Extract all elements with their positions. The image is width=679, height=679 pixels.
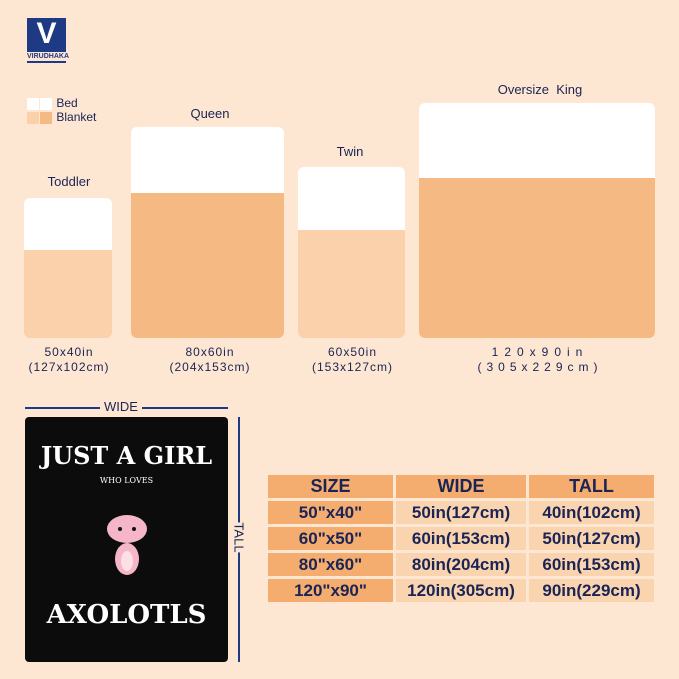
table-header: SIZE WIDE TALL (268, 475, 654, 498)
size-cm-king: (305x229cm) (477, 360, 603, 374)
header-tall: TALL (529, 475, 654, 498)
header-size: SIZE (268, 475, 393, 498)
cell-wide: 60in(153cm) (396, 527, 526, 550)
bed-queen (131, 127, 284, 338)
blanket (24, 250, 112, 338)
size-in-toddler: 50x40in (44, 345, 94, 359)
size-in-king: 120x90in (491, 345, 589, 359)
cell-tall: 90in(229cm) (529, 579, 654, 602)
blanket-preview: JUST A GIRL WHO LOVES AXOLOTLS (25, 417, 228, 662)
table-row: 60"x50" 60in(153cm) 50in(127cm) (268, 527, 654, 550)
cell-wide: 120in(305cm) (396, 579, 526, 602)
header-wide: WIDE (396, 475, 526, 498)
size-cm-toddler: (127x102cm) (28, 360, 110, 374)
bed-king (419, 103, 655, 338)
cell-tall: 40in(102cm) (529, 501, 654, 524)
table-row: 80"x60" 80in(204cm) 60in(153cm) (268, 553, 654, 576)
brand-name: VIRUDHAKA (27, 52, 69, 61)
cell-size: 120"x90" (268, 579, 393, 602)
blanket (298, 230, 405, 338)
table-row: 120"x90" 120in(305cm) 90in(229cm) (268, 579, 654, 602)
cell-size: 80"x60" (268, 553, 393, 576)
cell-size: 50"x40" (268, 501, 393, 524)
legend-bed: Bed (56, 96, 78, 110)
preview-line1: JUST A GIRL (40, 441, 213, 470)
logo-letter: V (36, 17, 57, 50)
cell-wide: 80in(204cm) (396, 553, 526, 576)
size-cm-queen: (204x153cm) (169, 360, 251, 374)
legend-blanket: Blanket (56, 110, 97, 124)
bed-swatch (40, 97, 52, 110)
cell-tall: 50in(127cm) (529, 527, 654, 550)
cell-wide: 50in(127cm) (396, 501, 526, 524)
bed-twin (298, 167, 405, 338)
bed-label-twin: Twin (336, 144, 364, 159)
size-in-queen: 80x60in (185, 345, 235, 359)
blanket-swatch (27, 111, 39, 124)
bed-toddler (24, 198, 112, 338)
wide-label: WIDE (100, 399, 142, 414)
bed-label-king: Oversize King (497, 82, 583, 97)
size-in-twin: 60x50in (327, 345, 378, 359)
blanket (131, 193, 284, 338)
cell-tall: 60in(153cm) (529, 553, 654, 576)
preview-line2: WHO LOVES (99, 476, 154, 485)
axolotl-illustration (107, 515, 147, 575)
preview-line3: AXOLOTLS (46, 600, 207, 630)
table-row: 50"x40" 50in(127cm) 40in(102cm) (268, 501, 654, 524)
tall-label: TALL (231, 522, 247, 553)
size-cm-twin: (153x127cm) (311, 360, 394, 374)
blanket-swatch (40, 111, 52, 124)
size-table: SIZE WIDE TALL 50"x40" 50in(127cm) 40in(10… (265, 472, 657, 605)
legend: Bed Blanket (27, 96, 96, 124)
bed-swatch (27, 97, 39, 110)
cell-size: 60"x50" (268, 527, 393, 550)
bed-label-queen: Queen (190, 106, 230, 121)
blanket (419, 178, 655, 338)
brand-logo: V VIRUDHAKA (27, 17, 69, 63)
bed-label-toddler: Toddler (47, 174, 91, 189)
